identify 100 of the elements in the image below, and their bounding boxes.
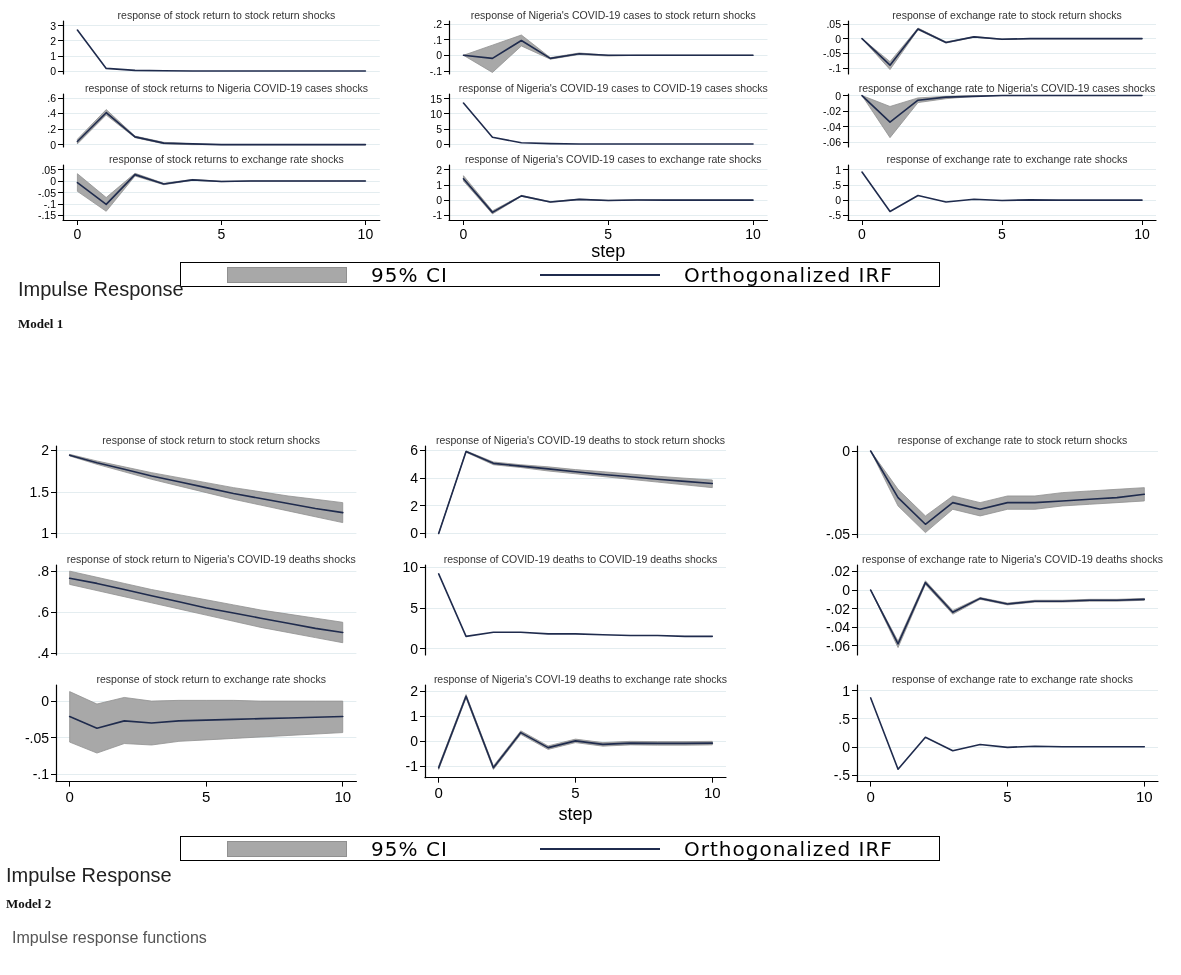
- chart-title: response of exchange rate to stock return shocks: [892, 8, 1122, 21]
- x-tick-label: 5: [998, 226, 1007, 242]
- y-tick-label: -.15: [37, 209, 56, 222]
- y-tick-label: 0: [41, 693, 50, 710]
- x-tick-label: 10: [703, 783, 721, 801]
- y-tick-label: 1: [842, 682, 851, 699]
- text: Model 2: [6, 896, 52, 912]
- x-tick-label: 0: [73, 226, 82, 242]
- y-tick-label: 0: [410, 525, 419, 542]
- y-tick-label: 0: [435, 194, 442, 207]
- y-tick-label: -.5: [828, 209, 842, 222]
- x-tick-label: 5: [571, 783, 580, 801]
- y-tick-label: 0: [49, 64, 56, 77]
- x-tick-label: 5: [1003, 787, 1012, 805]
- chart-title: response of stock return to Nigeria's COVID-19 deaths shocks: [66, 552, 357, 565]
- chart-title: response of Nigeria's COVID-19 deaths to stock return shocks: [435, 433, 726, 446]
- y-tick-label: -.05: [37, 186, 56, 199]
- y-tick-label: -1: [405, 758, 419, 775]
- y-tick-label: 1: [410, 708, 419, 725]
- y-tick-label: 10: [402, 559, 419, 576]
- text: 95% CI: [371, 836, 448, 861]
- y-tick-label: -1: [432, 209, 442, 222]
- y-tick-label: 1: [49, 49, 56, 62]
- y-tick-label: 0: [410, 733, 419, 750]
- y-tick-label: .1: [432, 33, 442, 46]
- y-tick-label: 0: [49, 138, 56, 151]
- y-tick-label: 0: [435, 49, 442, 62]
- text: Impulse Response: [18, 278, 184, 301]
- y-tick-label: 2: [410, 683, 419, 700]
- text: 95% CI: [371, 262, 448, 287]
- y-tick-label: -.06: [822, 136, 842, 149]
- y-tick-label: 2: [49, 34, 56, 47]
- y-tick-label: 1.5: [29, 483, 50, 500]
- chart-title: response of COVID-19 deaths to COVID-19 deaths shocks: [443, 552, 718, 565]
- text: Model 1: [18, 316, 64, 332]
- chart-title: response of exchange rate to exchange rate shocks: [886, 152, 1128, 165]
- y-tick-label: .05: [826, 17, 842, 30]
- y-tick-label: .2: [46, 123, 56, 136]
- y-tick-label: 10: [429, 107, 442, 120]
- x-tick-label: 0: [866, 787, 875, 805]
- x-tick-label: 10: [744, 226, 761, 242]
- x-tick-label: 10: [1134, 226, 1150, 242]
- chart-title: response of Nigeria's COVID-19 cases to stock return shocks: [470, 8, 756, 21]
- y-tick-label: -.04: [825, 619, 851, 636]
- y-tick-label: 4: [410, 469, 419, 486]
- y-tick-label: -.05: [825, 526, 851, 543]
- y-tick-label: -.1: [429, 64, 442, 77]
- y-tick-label: 0: [435, 137, 442, 150]
- y-tick-label: -.1: [828, 62, 842, 75]
- y-tick-label: .2: [432, 18, 442, 31]
- y-tick-label: .6: [46, 91, 56, 104]
- x-tick-label: 10: [357, 226, 373, 242]
- y-tick-label: -.1: [43, 197, 56, 210]
- y-tick-label: 3: [49, 19, 56, 32]
- x-tick-label: 0: [459, 226, 468, 242]
- y-tick-label: 0: [49, 175, 56, 188]
- y-tick-label: 0: [410, 640, 419, 657]
- y-tick-label: -.06: [825, 637, 851, 654]
- x-tick-label: 5: [217, 226, 226, 242]
- chart-title: response of exchange rate to Nigeria's COVID-19 deaths shocks: [862, 552, 1163, 565]
- chart-title: response of Nigeria's COVID-19 cases to COVID-19 cases shocks: [458, 81, 768, 94]
- y-tick-label: .6: [37, 604, 50, 621]
- y-tick-label: -.05: [25, 729, 50, 746]
- y-tick-label: 0: [835, 32, 842, 45]
- y-tick-label: 1: [835, 163, 842, 176]
- x-tick-label: 0: [858, 226, 867, 242]
- y-tick-label: .5: [838, 710, 851, 727]
- x-axis-title: step: [558, 803, 593, 824]
- chart-title: response of Nigeria's COVI-19 deaths to exchange rate shocks: [433, 672, 728, 685]
- y-tick-label: 0: [835, 89, 842, 102]
- y-tick-label: .4: [37, 644, 50, 661]
- y-tick-label: 1: [435, 178, 442, 191]
- y-tick-label: -.1: [32, 766, 50, 783]
- text: Impulse response functions: [12, 929, 207, 947]
- y-tick-label: -.02: [825, 600, 851, 617]
- x-tick-label: 10: [1135, 787, 1153, 805]
- y-tick-label: -.5: [833, 766, 851, 783]
- y-tick-label: 5: [410, 599, 419, 616]
- y-tick-label: .02: [830, 563, 851, 580]
- y-tick-label: 6: [410, 442, 419, 459]
- chart-title: response of stock return to stock return shocks: [102, 433, 321, 446]
- y-tick-label: .4: [46, 107, 56, 120]
- y-tick-label: .8: [37, 563, 50, 580]
- chart-title: response of Nigeria's COVID-19 cases to exchange rate shocks: [464, 152, 762, 165]
- y-tick-label: 0: [835, 194, 842, 207]
- y-tick-label: 2: [410, 497, 419, 514]
- y-tick-label: 0: [842, 443, 851, 459]
- y-tick-label: -.04: [822, 120, 842, 133]
- x-axis-title: step: [590, 241, 625, 261]
- y-tick-label: 2: [435, 163, 442, 176]
- chart-title: response of exchange rate to Nigeria's COVID-19 cases shocks: [858, 81, 1156, 94]
- text: Impulse Response: [6, 864, 172, 887]
- chart-title: response of stock return to exchange rate shocks: [96, 672, 327, 685]
- y-tick-label: .5: [832, 178, 842, 191]
- chart-title: response of stock return to stock return shocks: [117, 8, 335, 21]
- y-tick-label: -.05: [822, 47, 842, 60]
- chart-title: response of exchange rate to stock return shocks: [897, 433, 1128, 446]
- y-tick-label: 15: [429, 92, 442, 105]
- y-tick-label: -.02: [822, 105, 842, 118]
- y-tick-label: 0: [842, 738, 851, 755]
